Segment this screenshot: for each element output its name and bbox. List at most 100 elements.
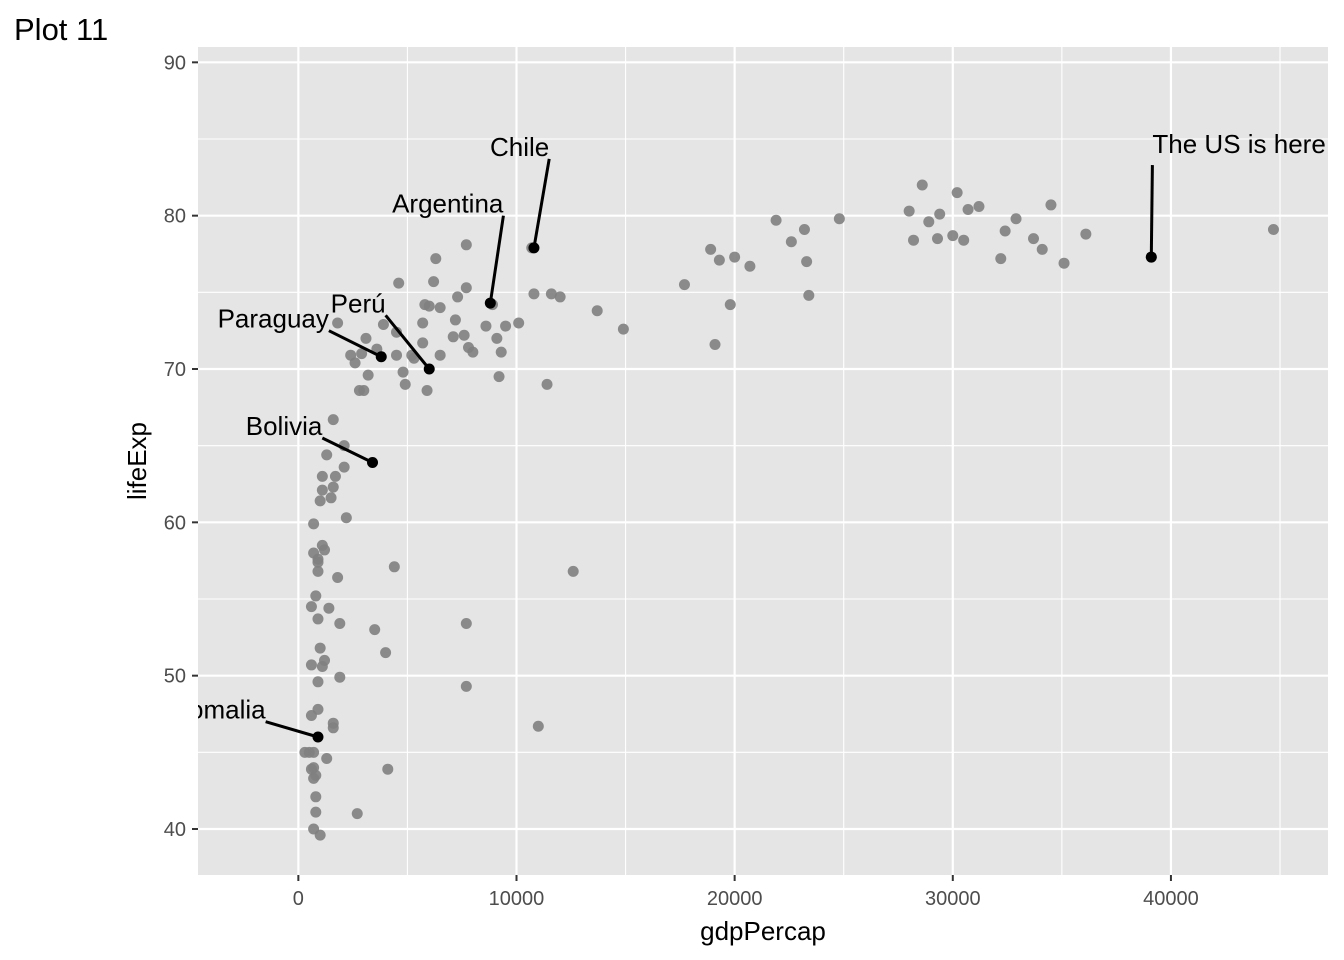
data-point	[770, 214, 782, 226]
data-point	[338, 461, 350, 473]
data-point	[310, 791, 322, 803]
data-point	[460, 680, 472, 692]
data-point	[397, 366, 409, 378]
data-point	[493, 371, 505, 383]
data-point	[545, 288, 557, 300]
data-point	[308, 518, 320, 530]
highlight-point	[367, 457, 379, 469]
data-point	[303, 746, 315, 758]
data-point	[382, 763, 394, 775]
data-point	[321, 752, 333, 764]
grid-major	[198, 47, 1328, 875]
annotation-label: Somalia	[172, 695, 266, 725]
data-point	[399, 378, 411, 390]
data-point	[316, 660, 328, 672]
data-point	[500, 320, 512, 332]
data-point	[923, 216, 935, 228]
data-point	[332, 572, 344, 584]
data-point	[495, 346, 507, 358]
data-point	[962, 204, 974, 216]
data-point	[934, 208, 946, 220]
data-point	[377, 319, 389, 331]
data-point	[729, 251, 741, 263]
data-point	[678, 279, 690, 291]
data-point	[463, 342, 475, 354]
annotation-label: Chile	[490, 132, 549, 162]
data-points	[299, 179, 1279, 841]
annotation-label: The US is here	[1152, 129, 1325, 159]
data-point	[1036, 243, 1048, 255]
data-point	[362, 369, 374, 381]
data-point	[351, 808, 363, 820]
data-point	[932, 233, 944, 245]
data-point	[617, 323, 629, 335]
highlight-point	[484, 297, 496, 309]
data-point	[305, 659, 317, 671]
x-tick-label: 0	[293, 888, 304, 910]
annotation-leader	[1149, 165, 1154, 258]
data-point	[332, 317, 344, 329]
annotation-leader	[384, 314, 431, 370]
data-point	[428, 276, 440, 288]
data-point	[316, 539, 328, 551]
data-point	[460, 282, 472, 294]
data-point	[434, 349, 446, 361]
y-tick-label: 60	[164, 512, 186, 534]
x-tick-label: 40000	[1143, 888, 1199, 910]
data-point	[316, 470, 328, 482]
data-point	[312, 676, 324, 688]
data-point	[785, 236, 797, 248]
data-point	[391, 349, 403, 361]
data-point	[947, 230, 959, 242]
data-point	[532, 720, 544, 732]
data-point	[528, 288, 540, 300]
annotation-leader	[532, 158, 551, 249]
grid-minor	[198, 47, 1328, 875]
annotation-label: Argentina	[392, 189, 504, 219]
data-point	[327, 414, 339, 426]
highlight-point	[312, 731, 324, 743]
y-axis-title: lifeExp	[122, 422, 152, 500]
data-point	[310, 590, 322, 602]
data-point	[369, 624, 381, 636]
annotation-leader	[488, 215, 505, 304]
data-point	[1028, 233, 1040, 245]
data-point	[380, 647, 392, 659]
data-point	[973, 200, 985, 212]
data-point	[308, 823, 320, 835]
data-point	[567, 565, 579, 577]
x-tick-label: 20000	[707, 888, 763, 910]
data-point	[908, 234, 920, 246]
plot-panel	[198, 47, 1328, 875]
data-point	[308, 547, 320, 559]
data-point	[541, 378, 553, 390]
data-point	[458, 329, 470, 341]
data-point	[340, 512, 352, 524]
data-point	[1267, 223, 1279, 235]
annotation-label: Perú	[331, 288, 386, 318]
data-point	[903, 205, 915, 217]
data-point	[329, 470, 341, 482]
data-point	[430, 253, 442, 265]
data-point	[310, 806, 322, 818]
data-point	[312, 613, 324, 625]
data-point	[449, 314, 461, 326]
highlight-point	[1145, 251, 1157, 263]
data-point	[325, 492, 337, 504]
data-point	[314, 642, 326, 654]
data-point	[360, 332, 372, 344]
y-tick-label: 80	[164, 206, 186, 228]
x-tick-label: 30000	[925, 888, 981, 910]
data-point	[305, 710, 317, 722]
annotation-leader	[321, 436, 374, 464]
data-point	[995, 253, 1007, 265]
data-point	[356, 348, 368, 360]
data-point	[305, 763, 317, 775]
data-point	[833, 213, 845, 225]
data-point	[1080, 228, 1092, 240]
data-point	[798, 223, 810, 235]
data-point	[480, 320, 492, 332]
data-point	[308, 772, 320, 784]
